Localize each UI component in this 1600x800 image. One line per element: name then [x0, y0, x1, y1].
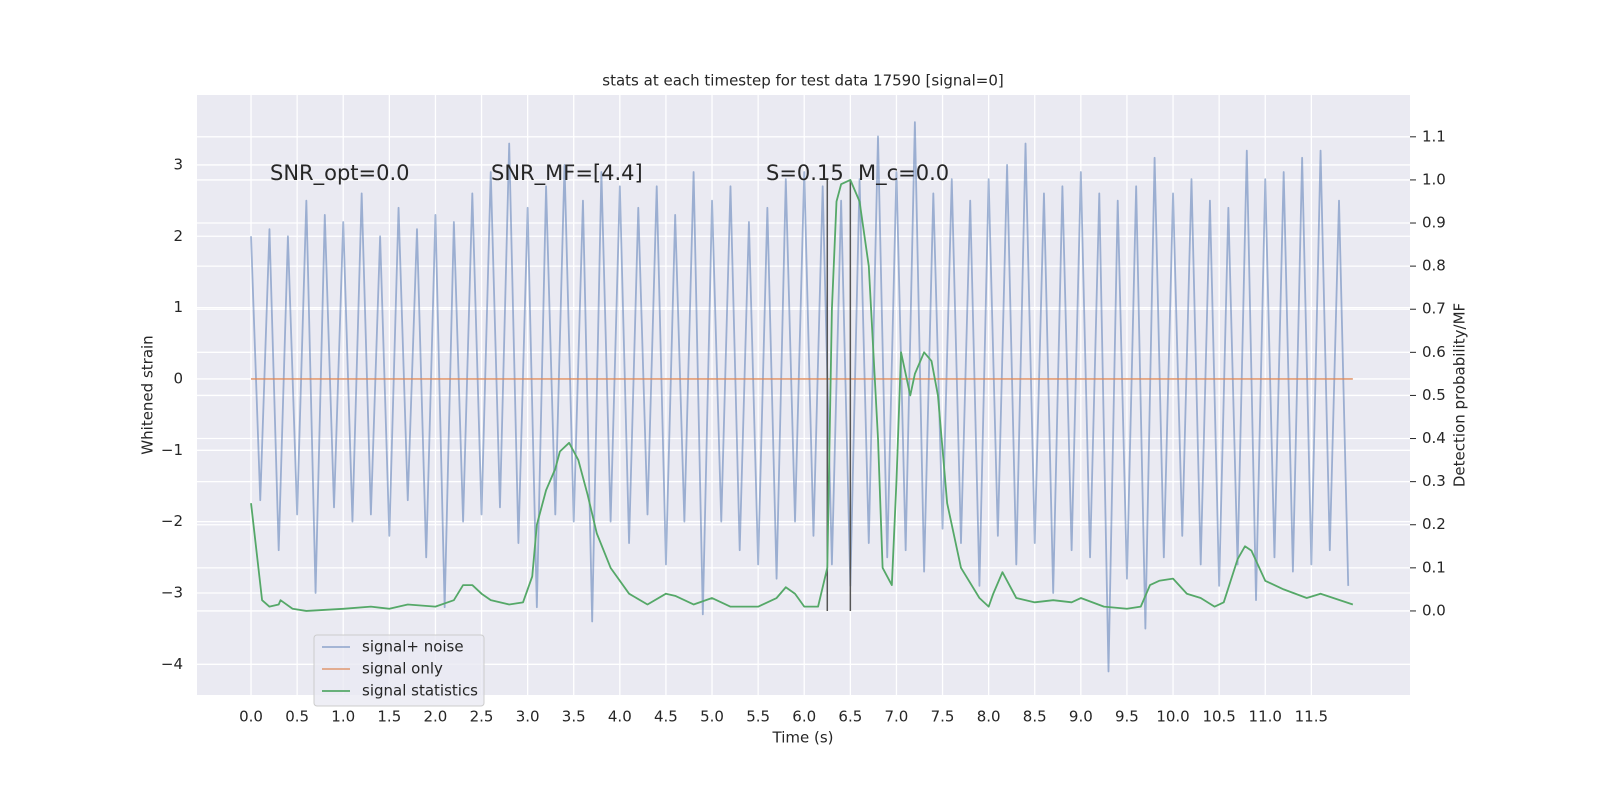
- x-tick-label: 3.5: [562, 708, 586, 726]
- x-tick-label: 10.0: [1156, 708, 1189, 726]
- x-tick-label: 0.0: [239, 708, 263, 726]
- y-axis-label: Whitened strain: [139, 335, 157, 454]
- x-tick-label: 6.5: [838, 708, 862, 726]
- y2-tick-label: 0.4: [1422, 429, 1446, 447]
- legend-label: signal+ noise: [362, 638, 464, 656]
- x-tick-label: 11.0: [1249, 708, 1282, 726]
- x-tick-label: 5.5: [746, 708, 770, 726]
- annotation: M_c=0.0: [858, 161, 949, 186]
- x-tick-label: 8.5: [1023, 708, 1047, 726]
- x-tick-label: 11.5: [1295, 708, 1328, 726]
- x-tick-label: 7.5: [931, 708, 955, 726]
- y-tick-label: 1: [173, 298, 183, 316]
- y2-tick-label: 0.5: [1422, 386, 1446, 404]
- x-tick-label: 3.0: [516, 708, 540, 726]
- y2-tick-label: 0.2: [1422, 515, 1446, 533]
- x-tick-label: 8.0: [977, 708, 1001, 726]
- y-tick-label: 3: [173, 155, 183, 173]
- y-tick-label: −2: [161, 512, 183, 530]
- legend-label: signal only: [362, 660, 443, 678]
- annotation: SNR_opt=0.0: [270, 161, 410, 186]
- y2-tick-label: 0.0: [1422, 601, 1446, 619]
- y-tick-label: −3: [161, 583, 183, 601]
- x-tick-label: 4.5: [654, 708, 678, 726]
- y2-tick-label: 0.9: [1422, 214, 1446, 232]
- legend: signal+ noise signal only signal statistic…: [313, 634, 485, 707]
- y2-axis-label: Detection probability/MF: [1451, 303, 1469, 487]
- x-tick-label: 9.0: [1069, 708, 1093, 726]
- y2-tick-label: 0.8: [1422, 257, 1446, 275]
- annotation: SNR_MF=[4.4]: [491, 161, 643, 186]
- chart-title: stats at each timestep for test data 175…: [602, 72, 1003, 90]
- y2-tick-label: 0.6: [1422, 343, 1446, 361]
- y-tick-label: −4: [161, 655, 183, 673]
- x-tick-label: 6.0: [792, 708, 816, 726]
- y2-tick-label: 1.0: [1422, 170, 1446, 188]
- y-tick-label: −1: [161, 441, 183, 459]
- x-tick-label: 9.5: [1115, 708, 1139, 726]
- x-axis-label: Time (s): [772, 729, 834, 747]
- x-tick-label: 10.5: [1202, 708, 1235, 726]
- y-tick-label: 0: [173, 369, 183, 387]
- series-line: [250, 179, 1354, 612]
- x-tick-label: 5.0: [700, 708, 724, 726]
- legend-box: [313, 634, 485, 707]
- y2-tick-label: 0.7: [1422, 300, 1446, 318]
- x-tick-label: 7.0: [885, 708, 909, 726]
- series-line: [250, 121, 1350, 673]
- x-tick-label: 0.5: [285, 708, 309, 726]
- y2-tick-label: 1.1: [1422, 127, 1446, 145]
- y2-tick-label: 0.1: [1422, 558, 1446, 576]
- x-tick-label: 4.0: [608, 708, 632, 726]
- x-tick-label: 2.0: [424, 708, 448, 726]
- annotation: S=0.15: [766, 161, 844, 185]
- x-tick-label: 2.5: [470, 708, 494, 726]
- y2-tick-label: 0.3: [1422, 472, 1446, 490]
- legend-label: signal statistics: [362, 682, 478, 700]
- x-tick-label: 1.5: [377, 708, 401, 726]
- x-tick-label: 1.0: [331, 708, 355, 726]
- y-tick-label: 2: [173, 227, 183, 245]
